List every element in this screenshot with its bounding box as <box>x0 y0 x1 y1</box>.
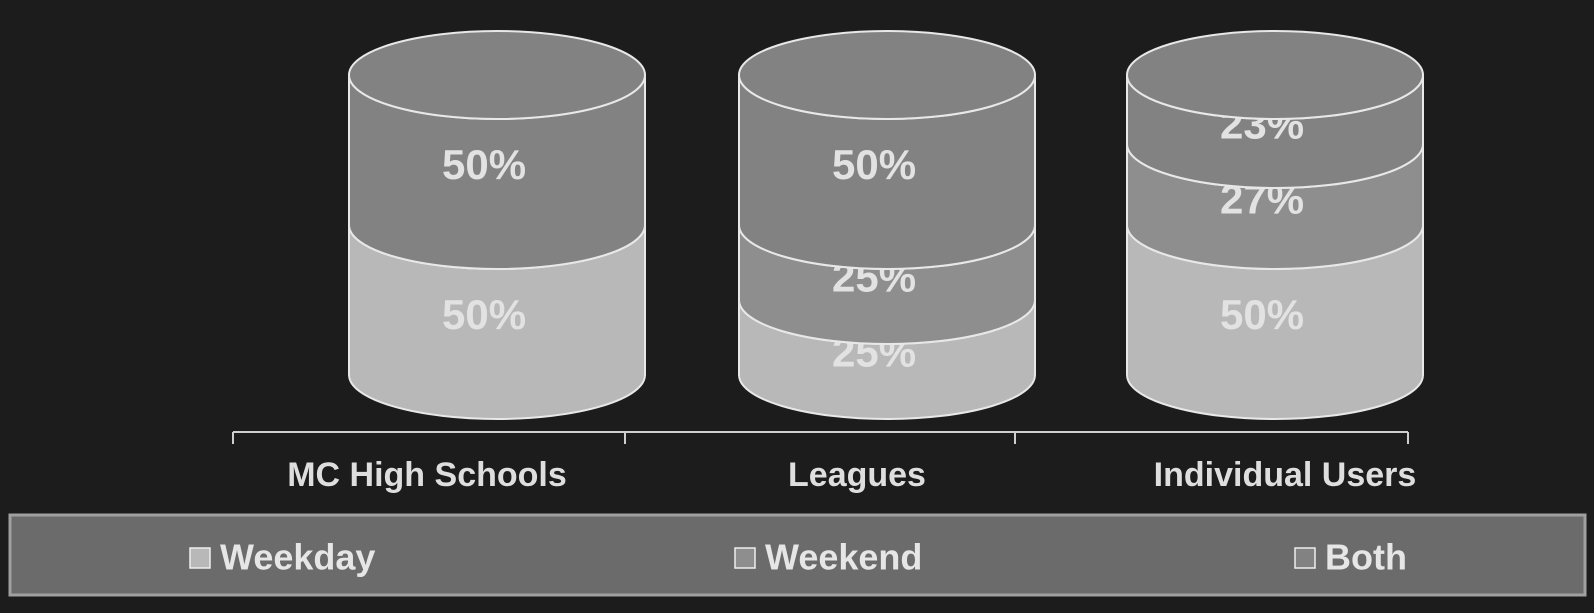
legend-label: Both <box>1325 537 1407 578</box>
value-label: 50% <box>832 141 916 188</box>
category-axis <box>232 431 1409 444</box>
x-tick-label: MC High Schools <box>287 456 567 494</box>
x-tick-label: Individual Users <box>1154 456 1417 494</box>
legend-swatch <box>1294 547 1316 569</box>
legend-label: Weekend <box>765 537 922 578</box>
value-label: 50% <box>442 291 526 338</box>
x-tick-label: Leagues <box>788 456 926 494</box>
cylinder-top <box>1126 30 1424 120</box>
value-label: 50% <box>1220 291 1304 338</box>
legend-box <box>8 513 1587 597</box>
legend-label: Weekday <box>220 537 375 578</box>
cylinder-top <box>738 30 1036 120</box>
legend-swatch <box>734 547 756 569</box>
value-label: 50% <box>442 141 526 188</box>
cylinder-top <box>348 30 646 120</box>
legend-swatch <box>189 547 211 569</box>
